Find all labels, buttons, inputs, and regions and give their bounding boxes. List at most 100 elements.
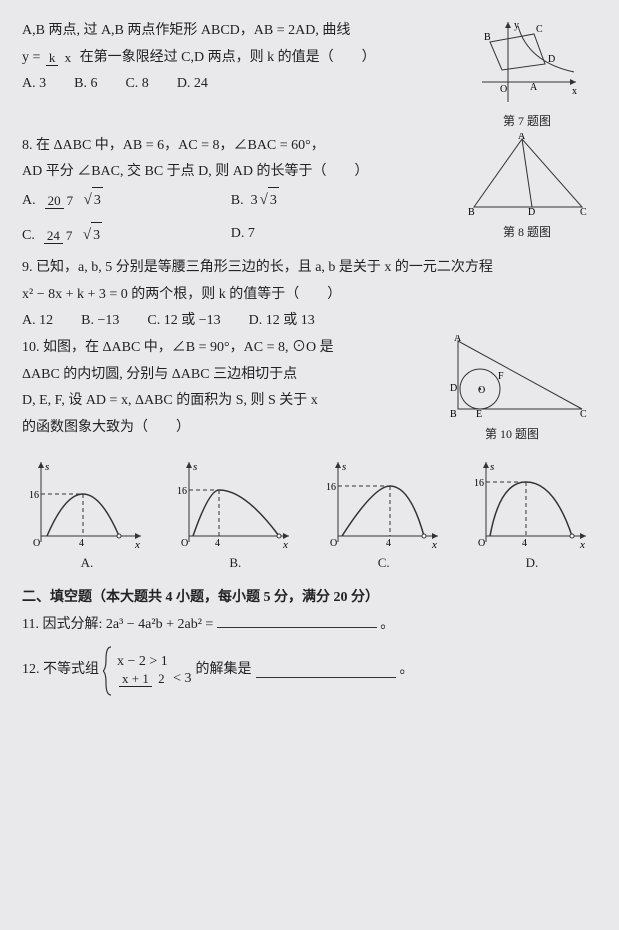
q7-opt-d: D. 24 bbox=[177, 71, 208, 98]
q9-line1: 9. 已知，a, b, 5 分别是等腰三角形三边的长，且 a, b 是关于 x … bbox=[22, 255, 597, 282]
svg-text:F: F bbox=[498, 371, 504, 382]
svg-text:x: x bbox=[134, 539, 140, 551]
q10-graph-c: 16 4 O s x C. bbox=[319, 456, 449, 576]
svg-text:O: O bbox=[478, 538, 485, 549]
q11-block: 11. 因式分解: 2a³ − 4a²b + 2ab² = 。 bbox=[22, 612, 597, 639]
q9-line2: x² − 8x + k + 3 = 0 的两个根，则 k 的值等于（ ） bbox=[22, 282, 597, 309]
q8-figure: A B C D 第 8 题图 bbox=[457, 133, 597, 244]
q9-options: A. 12 B. −13 C. 12 或 −13 D. 12 或 13 bbox=[22, 308, 597, 335]
q9-opt-a: A. 12 bbox=[22, 308, 53, 335]
q7-label-o: O bbox=[500, 84, 507, 95]
q12-blank bbox=[256, 663, 396, 678]
q8-options: A. 207 3 B. 33 C. 247 3 D. 7 bbox=[22, 186, 457, 255]
svg-text:y: y bbox=[514, 20, 519, 31]
q10-graph-c-label: C. bbox=[319, 551, 449, 576]
q7-svg: B C D A O x y bbox=[472, 18, 582, 108]
q7-text: A,B 两点, 过 A,B 两点作矩形 ABCD，AB = 2AD, 曲线 y … bbox=[22, 18, 457, 98]
q7-options: A. 3 B. 6 C. 8 D. 24 bbox=[22, 71, 457, 98]
q7-line2: y = k x 在第一象限经过 C,D 两点，则 k 的值是（ ） bbox=[22, 45, 457, 72]
q7-label-c: C bbox=[536, 24, 543, 35]
svg-text:B: B bbox=[468, 207, 475, 218]
q7-opt-a: A. 3 bbox=[22, 71, 46, 98]
svg-text:s: s bbox=[45, 461, 49, 473]
q8-opt-a: A. 207 3 bbox=[22, 186, 231, 215]
q8-block: 8. 在 ΔABC 中，AB = 6，AC = 8，∠BAC = 60°， AD… bbox=[22, 133, 597, 255]
q10-graph-b: 16 4 O s x B. bbox=[170, 456, 300, 576]
q12-block: 12. 不等式组 x − 2 > 1 x + 1 2 < 3 的解集是 。 bbox=[22, 645, 597, 697]
svg-text:s: s bbox=[342, 461, 346, 473]
svg-text:B: B bbox=[450, 409, 457, 420]
q12-system: x − 2 > 1 x + 1 2 < 3 bbox=[117, 654, 192, 688]
q8-line2: AD 平分 ∠BAC, 交 BC 于点 D, 则 AD 的长等于（ ） bbox=[22, 159, 457, 186]
q10-graph-a: 16 4 O s x A. bbox=[22, 456, 152, 576]
q7-caption: 第 7 题图 bbox=[457, 110, 597, 133]
svg-text:O: O bbox=[181, 538, 188, 549]
q10-line3: D, E, F, 设 AD = x, ΔABC 的面积为 S, 则 S 关于 x bbox=[22, 388, 427, 415]
q8-line1: 8. 在 ΔABC 中，AB = 6，AC = 8，∠BAC = 60°， bbox=[22, 133, 457, 160]
q7-block: A,B 两点, 过 A,B 两点作矩形 ABCD，AB = 2AD, 曲线 y … bbox=[22, 18, 597, 133]
q9-block: 9. 已知，a, b, 5 分别是等腰三角形三边的长，且 a, b 是关于 x … bbox=[22, 255, 597, 335]
q9-opt-d: D. 12 或 13 bbox=[249, 308, 315, 335]
q10-graph-options: 16 4 O s x A. 16 4 O bbox=[22, 456, 597, 576]
svg-text:x: x bbox=[579, 539, 585, 551]
q8-caption: 第 8 题图 bbox=[457, 221, 597, 244]
q12-period: 。 bbox=[400, 657, 414, 684]
q7-opt-b: B. 6 bbox=[74, 71, 97, 98]
svg-text:A: A bbox=[518, 133, 526, 142]
svg-text:16: 16 bbox=[177, 486, 187, 497]
q11-prefix: 11. 因式分解: 2a³ − 4a²b + 2ab² = bbox=[22, 617, 213, 632]
svg-text:4: 4 bbox=[79, 538, 84, 549]
svg-text:D: D bbox=[450, 383, 457, 394]
q10-block: 10. 如图，在 ΔABC 中，∠B = 90°，AC = 8, ⊙O 是 ΔA… bbox=[22, 335, 597, 446]
svg-text:O: O bbox=[330, 538, 337, 549]
q8-opt-c: C. 247 3 bbox=[22, 221, 231, 250]
q11-blank bbox=[217, 613, 377, 628]
q12-sys-line1: x − 2 > 1 bbox=[117, 654, 192, 671]
section2-title: 二、填空题（本大题共 4 小题，每小题 5 分，满分 20 分） bbox=[22, 585, 597, 612]
q7-line1: A,B 两点, 过 A,B 两点作矩形 ABCD，AB = 2AD, 曲线 bbox=[22, 18, 457, 45]
svg-text:x: x bbox=[431, 539, 437, 551]
q10-svg: A B C D E F O bbox=[432, 335, 592, 421]
q7-line2-prefix: y = bbox=[22, 50, 40, 65]
q12-sys-line2: x + 1 2 < 3 bbox=[117, 671, 192, 688]
q12-suffix: 的解集是 bbox=[196, 657, 252, 684]
svg-text:4: 4 bbox=[215, 538, 220, 549]
left-brace-icon bbox=[103, 645, 113, 697]
svg-text:x: x bbox=[572, 86, 577, 97]
q9-opt-c: C. 12 或 −13 bbox=[147, 308, 220, 335]
q10-line4: 的函数图象大致为（ ） bbox=[22, 415, 427, 442]
q7-line2-suffix: 在第一象限经过 C,D 两点，则 k 的值是（ ） bbox=[80, 50, 376, 65]
svg-text:D: D bbox=[528, 207, 535, 218]
svg-text:16: 16 bbox=[29, 490, 39, 501]
q7-label-d: D bbox=[548, 54, 555, 65]
svg-text:4: 4 bbox=[522, 538, 527, 549]
q10-graph-d: 16 4 O s x D. bbox=[467, 456, 597, 576]
q7-label-b: B bbox=[484, 32, 491, 43]
q7-figure: B C D A O x y 第 7 题图 bbox=[457, 18, 597, 133]
svg-text:C: C bbox=[580, 409, 587, 420]
q8-text: 8. 在 ΔABC 中，AB = 6，AC = 8，∠BAC = 60°， AD… bbox=[22, 133, 457, 255]
q10-figure: A B C D E F O 第 10 题图 bbox=[427, 335, 597, 446]
svg-text:x: x bbox=[282, 539, 288, 551]
svg-text:A: A bbox=[530, 82, 538, 93]
svg-text:s: s bbox=[490, 461, 494, 473]
q10-graph-b-label: B. bbox=[170, 551, 300, 576]
q11-period: 。 bbox=[380, 617, 394, 632]
q7-opt-c: C. 8 bbox=[125, 71, 148, 98]
svg-text:16: 16 bbox=[326, 482, 336, 493]
svg-text:O: O bbox=[478, 385, 485, 396]
svg-text:O: O bbox=[33, 538, 40, 549]
q9-opt-b: B. −13 bbox=[81, 308, 119, 335]
q10-caption: 第 10 题图 bbox=[427, 423, 597, 446]
q10-text: 10. 如图，在 ΔABC 中，∠B = 90°，AC = 8, ⊙O 是 ΔA… bbox=[22, 335, 427, 441]
q10-graph-d-label: D. bbox=[467, 551, 597, 576]
q8-opt-b: B. 33 bbox=[231, 186, 440, 215]
q8-svg: A B C D bbox=[462, 133, 592, 219]
q7-kx-fraction: k x bbox=[46, 51, 74, 65]
q8-opt-d: D. 7 bbox=[231, 221, 440, 250]
q10-line2: ΔABC 的内切圆, 分别与 ΔABC 三边相切于点 bbox=[22, 362, 427, 389]
q10-graph-a-label: A. bbox=[22, 551, 152, 576]
q10-line1: 10. 如图，在 ΔABC 中，∠B = 90°，AC = 8, ⊙O 是 bbox=[22, 335, 427, 362]
svg-text:A: A bbox=[454, 335, 462, 344]
q12-prefix: 12. 不等式组 bbox=[22, 657, 99, 684]
